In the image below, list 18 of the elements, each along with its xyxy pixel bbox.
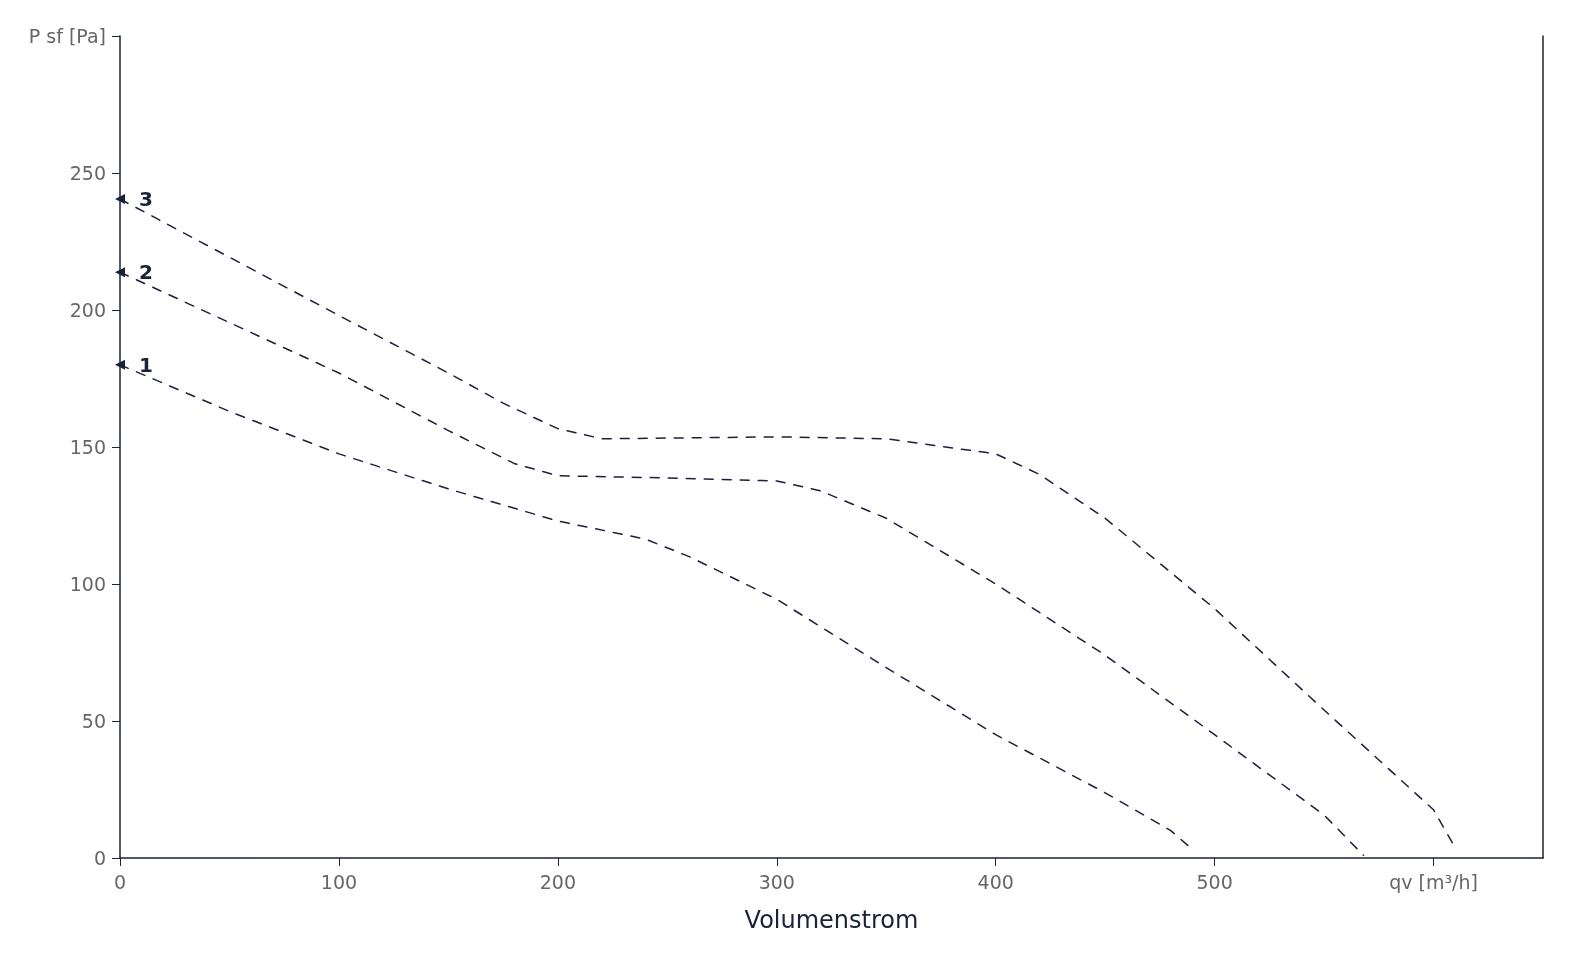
x-tick-label: 300 [758, 870, 795, 893]
x-tick-label: 400 [977, 870, 1014, 893]
y-tick-label: 0 [93, 847, 106, 869]
series-label: 3 [139, 187, 153, 212]
y-tick-label: 50 [81, 710, 106, 732]
y-tick-label: 100 [69, 573, 106, 595]
x-tick-label: qv [m³/h] [1389, 870, 1478, 893]
y-tick-label: 150 [69, 436, 106, 458]
y-tick-label: 250 [69, 162, 106, 184]
y-tick-label: P sf [Pa] [28, 25, 106, 47]
x-tick-label: 0 [113, 870, 127, 893]
x-tick-label: 500 [1196, 870, 1233, 893]
series-label: 1 [139, 352, 153, 377]
y-tick-label: 200 [69, 299, 106, 321]
x-tick-label: 200 [539, 870, 576, 893]
x-tick-label: 100 [320, 870, 358, 893]
x-axis-title: Volumenstrom [744, 906, 919, 934]
series-label: 2 [139, 260, 153, 285]
